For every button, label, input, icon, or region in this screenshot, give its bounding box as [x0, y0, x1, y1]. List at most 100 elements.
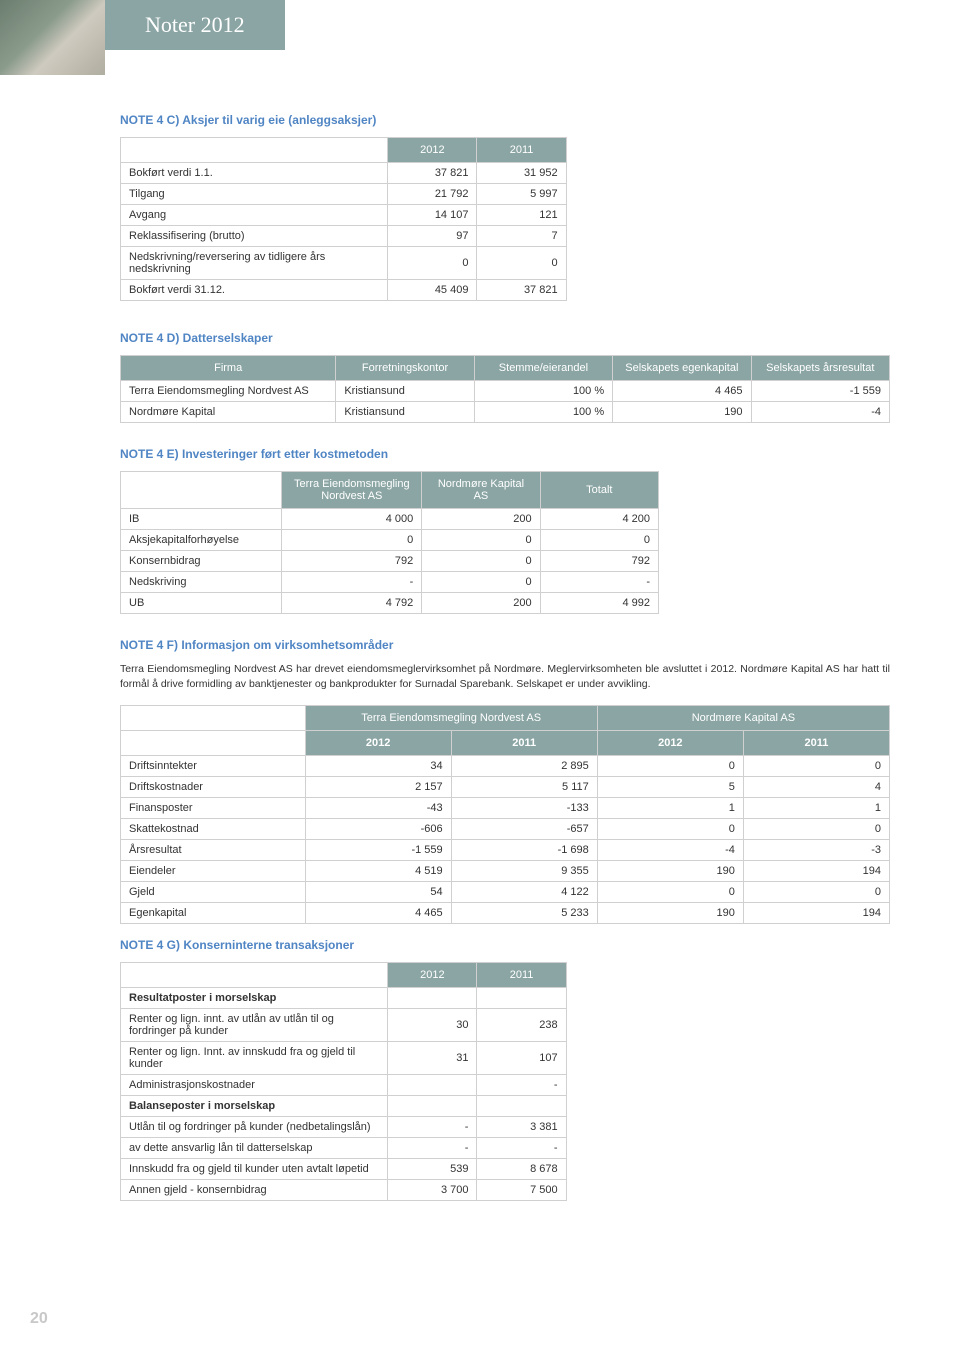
note4e-title: NOTE 4 E) Investeringer ført etter kostm… — [120, 447, 890, 461]
table-cell: -43 — [305, 798, 451, 819]
table-cell: -1 559 — [305, 840, 451, 861]
table-cell: 8 678 — [477, 1159, 566, 1180]
note4e-table: Terra Eiendomsmegling Nordvest ASNordmør… — [120, 471, 659, 614]
table-cell: Annen gjeld - konsernbidrag — [121, 1180, 388, 1201]
table-cell: Nordmøre Kapital — [121, 402, 336, 423]
note4d-title: NOTE 4 D) Datterselskaper — [120, 331, 890, 345]
table-cell: 5 233 — [451, 903, 597, 924]
table-cell: 4 200 — [540, 509, 658, 530]
table-cell: Terra Eiendomsmegling Nordvest AS — [121, 381, 336, 402]
table-cell: 5 997 — [477, 184, 566, 205]
table-cell: 34 — [305, 756, 451, 777]
table-row: Driftskostnader2 1575 11754 — [121, 777, 890, 798]
table-cell: Reklassifisering (brutto) — [121, 226, 388, 247]
table-cell: 190 — [597, 861, 743, 882]
table-cell: - — [388, 1138, 477, 1159]
table-cell: Eiendeler — [121, 861, 306, 882]
table-cell: 4 465 — [613, 381, 751, 402]
table-cell: -3 — [743, 840, 889, 861]
table-cell: 4 992 — [540, 593, 658, 614]
table-cell: -4 — [751, 402, 889, 423]
table-cell: 0 — [422, 551, 540, 572]
corner-image — [0, 0, 105, 75]
table-cell: 1 — [743, 798, 889, 819]
table-row: Bokført verdi 1.1.37 82131 952 — [121, 163, 567, 184]
table-header: 2011 — [743, 731, 889, 756]
table-cell: 0 — [597, 882, 743, 903]
table-cell: Avgang — [121, 205, 388, 226]
table-cell: 7 — [477, 226, 566, 247]
table-cell: 0 — [597, 819, 743, 840]
table-cell: Tilgang — [121, 184, 388, 205]
table-header: Selskapets egenkapital — [613, 356, 751, 381]
table-cell: -657 — [451, 819, 597, 840]
table-cell: 37 821 — [388, 163, 477, 184]
table-row: Egenkapital4 4655 233190194 — [121, 903, 890, 924]
table-row: UB4 7922004 992 — [121, 593, 659, 614]
table-row: Konsernbidrag7920792 — [121, 551, 659, 572]
table-cell: Nedskrivning/reversering av tidligere år… — [121, 247, 388, 280]
table-cell: 2 895 — [451, 756, 597, 777]
table-cell: Driftsinntekter — [121, 756, 306, 777]
table-cell: Kristiansund — [336, 402, 474, 423]
table-cell: -133 — [451, 798, 597, 819]
table-cell: Nedskriving — [121, 572, 282, 593]
page: Noter 2012 NOTE 4 C) Aksjer til varig ei… — [0, 0, 960, 1358]
table-cell: Finansposter — [121, 798, 306, 819]
table-header: Nordmøre Kapital AS — [422, 472, 540, 509]
table-cell: Bokført verdi 1.1. — [121, 163, 388, 184]
table-cell: 107 — [477, 1042, 566, 1075]
table-cell: Renter og lign. innt. av utlån av utlån … — [121, 1009, 388, 1042]
note4c-table: 20122011 Bokført verdi 1.1.37 82131 952T… — [120, 137, 567, 301]
table-cell: 5 — [597, 777, 743, 798]
table-row: Resultatposter i morselskap — [121, 988, 567, 1009]
table-cell: 7 500 — [477, 1180, 566, 1201]
table-cell: 0 — [743, 756, 889, 777]
table-cell: av dette ansvarlig lån til datterselskap — [121, 1138, 388, 1159]
table-cell — [477, 988, 566, 1009]
note4f-table: Terra Eiendomsmegling Nordvest ASNordmør… — [120, 705, 890, 924]
table-cell: 4 000 — [282, 509, 422, 530]
table-cell: 0 — [422, 572, 540, 593]
table-cell: 100 % — [474, 402, 612, 423]
table-cell: Utlån til og fordringer på kunder (nedbe… — [121, 1117, 388, 1138]
table-cell: Innskudd fra og gjeld til kunder uten av… — [121, 1159, 388, 1180]
table-cell: 4 792 — [282, 593, 422, 614]
table-cell: 200 — [422, 593, 540, 614]
table-cell: Renter og lign. Innt. av innskudd fra og… — [121, 1042, 388, 1075]
table-header: Firma — [121, 356, 336, 381]
table-header — [121, 138, 388, 163]
table-row: Finansposter-43-13311 — [121, 798, 890, 819]
table-row: Utlån til og fordringer på kunder (nedbe… — [121, 1117, 567, 1138]
table-cell: -1 559 — [751, 381, 889, 402]
table-header: 2012 — [388, 138, 477, 163]
table-row: Annen gjeld - konsernbidrag3 7007 500 — [121, 1180, 567, 1201]
table-header: Totalt — [540, 472, 658, 509]
table-cell: Årsresultat — [121, 840, 306, 861]
table-cell — [477, 1096, 566, 1117]
table-row: Gjeld544 12200 — [121, 882, 890, 903]
table-cell: 0 — [388, 247, 477, 280]
table-cell: Bokført verdi 31.12. — [121, 280, 388, 301]
table-super-header: Terra Eiendomsmegling Nordvest AS — [305, 706, 597, 731]
table-cell: Driftskostnader — [121, 777, 306, 798]
table-cell: 0 — [477, 247, 566, 280]
table-header: 2011 — [477, 138, 566, 163]
content: NOTE 4 C) Aksjer til varig eie (anleggsa… — [120, 0, 890, 1201]
table-cell: 0 — [743, 882, 889, 903]
table-header — [121, 731, 306, 756]
table-cell: 121 — [477, 205, 566, 226]
table-row: Nedskrivning/reversering av tidligere år… — [121, 247, 567, 280]
header-title: Noter 2012 — [105, 0, 285, 50]
table-cell: 238 — [477, 1009, 566, 1042]
table-row: Bokført verdi 31.12.45 40937 821 — [121, 280, 567, 301]
table-cell: 31 952 — [477, 163, 566, 184]
note4d-table: FirmaForretningskontorStemme/eierandelSe… — [120, 355, 890, 423]
table-cell: - — [540, 572, 658, 593]
table-cell: 97 — [388, 226, 477, 247]
table-cell: 0 — [743, 819, 889, 840]
table-cell: 3 381 — [477, 1117, 566, 1138]
table-row: av dette ansvarlig lån til datterselskap… — [121, 1138, 567, 1159]
note4c-title: NOTE 4 C) Aksjer til varig eie (anleggsa… — [120, 113, 890, 127]
table-header: Stemme/eierandel — [474, 356, 612, 381]
